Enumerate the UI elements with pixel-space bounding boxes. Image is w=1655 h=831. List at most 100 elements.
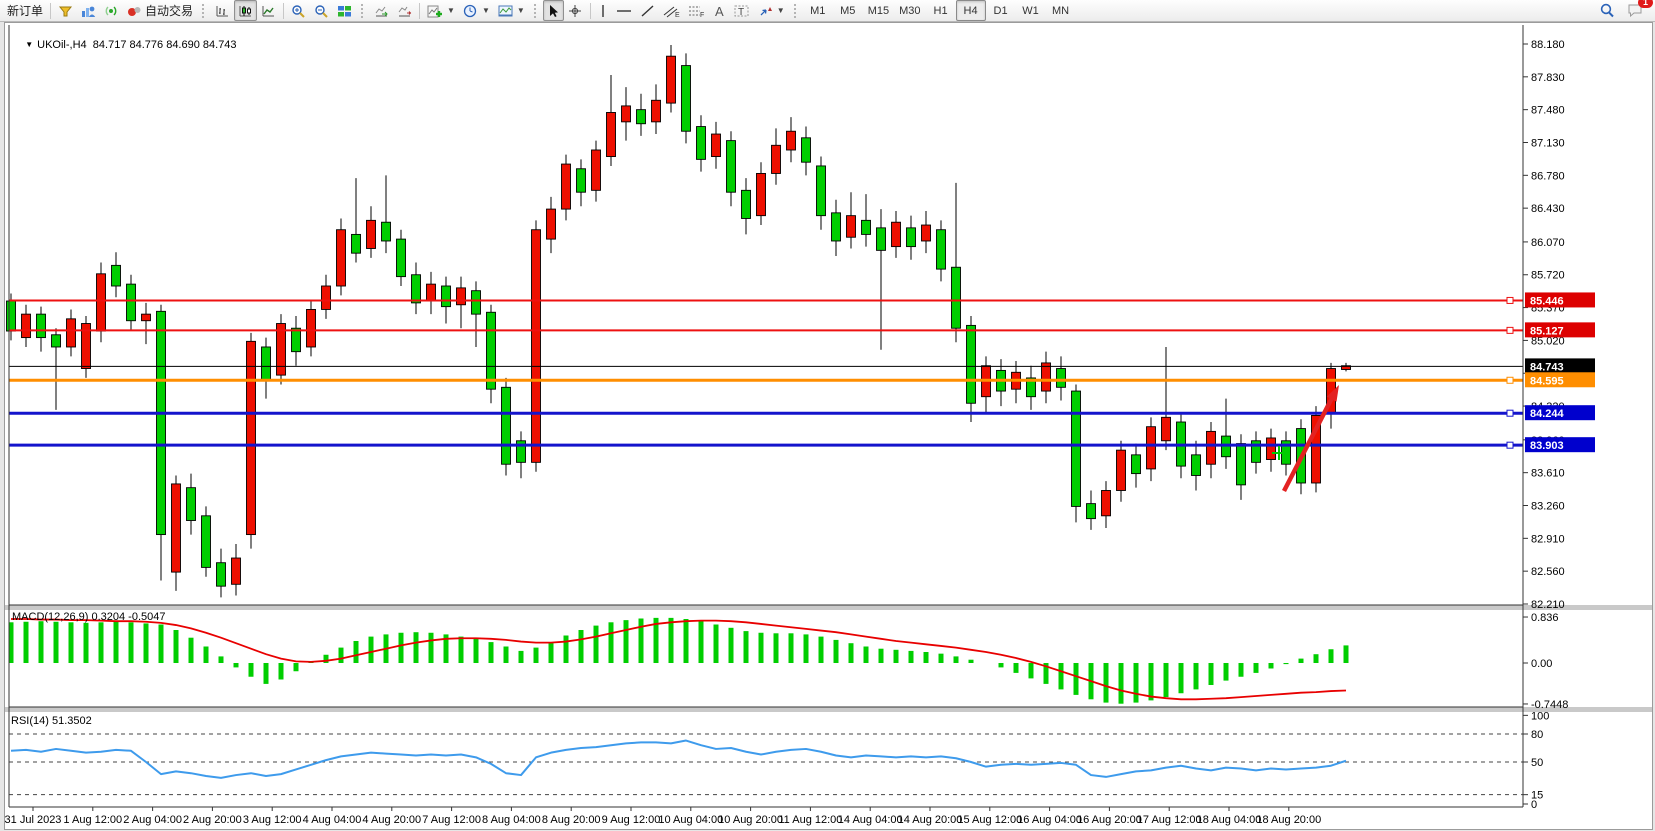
line-handle[interactable] — [1506, 326, 1514, 334]
macd-axis-label: 0.836 — [1531, 612, 1559, 624]
price-axis-label: 86.780 — [1531, 170, 1565, 182]
zoom-in-button[interactable] — [287, 0, 310, 21]
arrows-button[interactable]: ▼ — [754, 0, 789, 21]
autotrade-label: 自动交易 — [145, 4, 194, 18]
periods-button[interactable]: ▼ — [459, 0, 494, 21]
templates-button[interactable]: ▼ — [494, 0, 529, 21]
price-badge — [1525, 358, 1595, 374]
timeframe-button-m15[interactable]: M15 — [867, 4, 890, 17]
rsi-axis-label: 15 — [1531, 790, 1543, 802]
tile-windows-button[interactable] — [333, 0, 356, 21]
candle-body-down — [831, 212, 841, 242]
line-handle[interactable] — [1506, 296, 1514, 304]
auto-scroll-button[interactable] — [370, 0, 393, 21]
new-order-button[interactable]: 新订单 — [3, 0, 47, 21]
line-handle[interactable] — [1506, 376, 1514, 384]
candle-body-down — [111, 264, 121, 287]
line-handle[interactable] — [1506, 441, 1514, 449]
search-button[interactable] — [1595, 0, 1619, 21]
line-chart-icon — [261, 4, 276, 18]
vertical-line-button[interactable] — [594, 0, 612, 21]
candle-body-down — [1251, 440, 1261, 463]
text-a-icon: A — [713, 4, 726, 18]
candle-body-down — [471, 290, 481, 315]
price-axis-label: 82.910 — [1531, 533, 1565, 545]
candle-body-down — [261, 346, 271, 381]
candle-body-up — [366, 219, 376, 249]
panel-separator — [5, 707, 1652, 712]
price-axis-label: 87.830 — [1531, 72, 1565, 84]
candle-body-down — [576, 168, 586, 193]
trendline-button[interactable] — [636, 0, 659, 21]
horizontal-line-icon — [616, 4, 632, 18]
rsi-line — [10, 739, 1347, 779]
notifications-button[interactable]: 1 — [1623, 0, 1653, 21]
timeframe-button-d1[interactable]: D1 — [993, 4, 1008, 17]
svg-text:F: F — [700, 12, 704, 18]
candle-chart-button[interactable] — [234, 0, 258, 21]
text-label-button[interactable]: T — [730, 0, 754, 21]
zoom-out-icon — [314, 4, 329, 18]
clock-icon — [463, 4, 478, 18]
date-axis-label: 4 Aug 20:00 — [362, 814, 421, 826]
crosshair-button[interactable] — [564, 0, 587, 21]
timeframe-button-m5[interactable]: M5 — [840, 4, 856, 17]
autotrading-button[interactable]: 自动交易 — [123, 0, 197, 21]
signals-button[interactable] — [100, 0, 123, 21]
fibonacci-button[interactable]: F — [684, 0, 709, 21]
candle-body-down — [1056, 368, 1066, 388]
candle-body-down — [186, 487, 196, 521]
cursor-button[interactable] — [542, 0, 564, 21]
toolbar-grip — [361, 3, 366, 18]
add-indicator-icon — [427, 4, 443, 18]
timeframe-button-h4[interactable]: H4 — [955, 0, 986, 21]
zoom-in-icon — [291, 4, 306, 18]
candle-body-up — [546, 208, 556, 240]
toolbar-grip — [202, 3, 207, 18]
profile-button[interactable] — [77, 0, 100, 21]
rsi-axis-label: 0 — [1531, 799, 1537, 811]
price-badge — [1525, 437, 1595, 453]
candle-body-down — [51, 334, 61, 348]
timeframe-button-m1[interactable]: M1 — [810, 4, 826, 17]
zoom-out-button[interactable] — [310, 0, 333, 21]
price-axis-label: 83.610 — [1531, 468, 1565, 480]
equidistant-channel-button[interactable]: E — [659, 0, 684, 21]
autotrade-icon — [127, 4, 142, 18]
chart-shift-button[interactable] — [393, 0, 416, 21]
date-axis-label: 3 Aug 12:00 — [243, 814, 302, 826]
candle-body-up — [96, 273, 106, 332]
bar-chart-button[interactable] — [211, 0, 234, 21]
price-axis-label: 82.210 — [1531, 599, 1565, 611]
candle-body-up — [651, 99, 661, 123]
timeframe-button-h1[interactable]: H1 — [933, 4, 948, 17]
collapse-triangle-icon[interactable]: ▼ — [25, 40, 34, 49]
candle-body-up — [1341, 365, 1351, 370]
price-badge-label: 83.903 — [1530, 440, 1564, 452]
indicators-button[interactable]: ▼ — [423, 0, 459, 21]
text-button[interactable]: A — [709, 0, 730, 21]
line-chart-button[interactable] — [257, 0, 280, 21]
candle-body-down — [801, 137, 811, 163]
candle-body-up — [1101, 490, 1111, 517]
date-axis-label: 9 Aug 12:00 — [602, 814, 661, 826]
vertical-line-icon — [598, 4, 608, 18]
trend-arrow-object[interactable] — [1282, 394, 1335, 493]
candle-body-up — [1311, 414, 1321, 484]
candle-body-up — [1206, 430, 1216, 465]
market-depth-button[interactable] — [54, 0, 77, 21]
rsi-axis-label: 80 — [1531, 729, 1543, 741]
macd-axis-label: 0.00 — [1531, 658, 1552, 670]
toolbar-separator — [283, 2, 285, 19]
timeframe-button-w1[interactable]: W1 — [1022, 4, 1039, 17]
line-handle[interactable] — [1506, 409, 1514, 417]
candle-body-up — [1116, 449, 1126, 491]
candle-body-up — [711, 133, 721, 158]
date-axis-label: 18 Aug 20:00 — [1256, 814, 1321, 826]
candle-body-down — [906, 227, 916, 248]
timeframe-button-mn[interactable]: MN — [1051, 4, 1070, 17]
candle-body-up — [21, 313, 31, 339]
timeframe-button-m30[interactable]: M30 — [899, 4, 921, 17]
channel-icon: E — [663, 4, 680, 18]
horizontal-line-button[interactable] — [612, 0, 636, 21]
